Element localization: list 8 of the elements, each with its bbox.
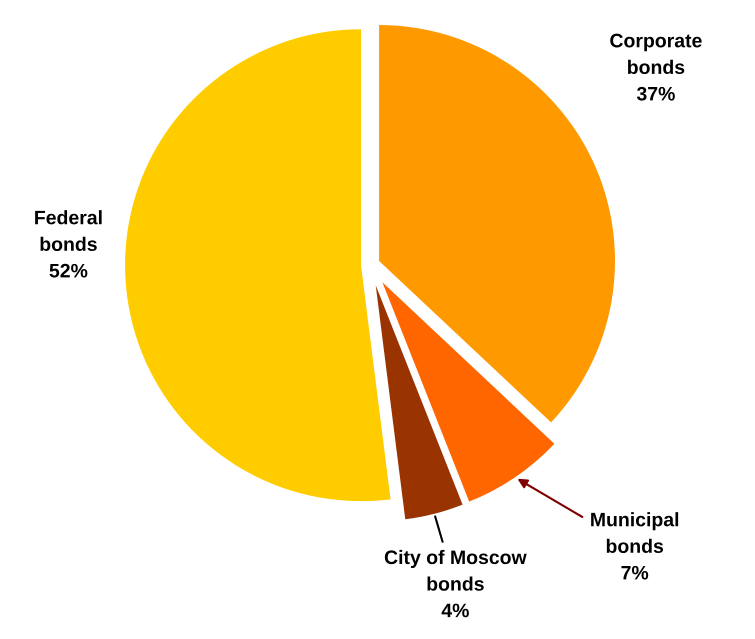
data-label: 7% (621, 566, 648, 580)
slice-label: Municipal bonds (591, 512, 678, 553)
slice-label: Federal bonds (35, 210, 102, 251)
data-label: 4% (442, 604, 469, 618)
slice-label: Corporate bonds (610, 34, 702, 74)
data-label: 52% (50, 264, 88, 278)
slice-label: City of Moscow bonds (384, 550, 527, 591)
data-label: 37% (636, 86, 675, 101)
